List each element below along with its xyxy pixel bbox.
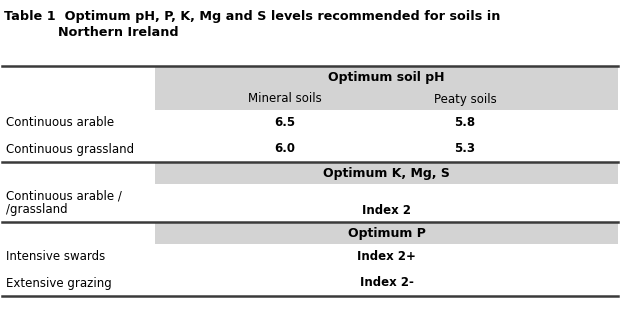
Bar xyxy=(155,162,618,184)
Text: Index 2+: Index 2+ xyxy=(357,250,416,264)
Text: /grassland: /grassland xyxy=(6,203,68,216)
Bar xyxy=(155,66,618,88)
Text: Index 2-: Index 2- xyxy=(360,277,414,289)
Text: Northern Ireland: Northern Ireland xyxy=(58,26,179,39)
Text: Index 2: Index 2 xyxy=(362,203,411,216)
Text: 6.5: 6.5 xyxy=(275,117,296,129)
Text: Continuous arable: Continuous arable xyxy=(6,117,114,129)
Bar xyxy=(155,88,618,110)
Text: 5.3: 5.3 xyxy=(454,142,476,156)
Text: Optimum soil pH: Optimum soil pH xyxy=(328,71,445,83)
Text: 6.0: 6.0 xyxy=(275,142,296,156)
Text: Table 1  Optimum pH, P, K, Mg and S levels recommended for soils in: Table 1 Optimum pH, P, K, Mg and S level… xyxy=(4,10,500,23)
Text: 5.8: 5.8 xyxy=(454,117,476,129)
Text: Optimum K, Mg, S: Optimum K, Mg, S xyxy=(323,167,450,180)
Text: Extensive grazing: Extensive grazing xyxy=(6,277,112,289)
Text: Peaty soils: Peaty soils xyxy=(433,93,497,106)
Bar xyxy=(155,222,618,244)
Text: Continuous grassland: Continuous grassland xyxy=(6,142,134,156)
Text: Optimum P: Optimum P xyxy=(348,226,425,239)
Text: Mineral soils: Mineral soils xyxy=(248,93,322,106)
Text: Continuous arable /: Continuous arable / xyxy=(6,190,122,203)
Text: Intensive swards: Intensive swards xyxy=(6,250,105,264)
